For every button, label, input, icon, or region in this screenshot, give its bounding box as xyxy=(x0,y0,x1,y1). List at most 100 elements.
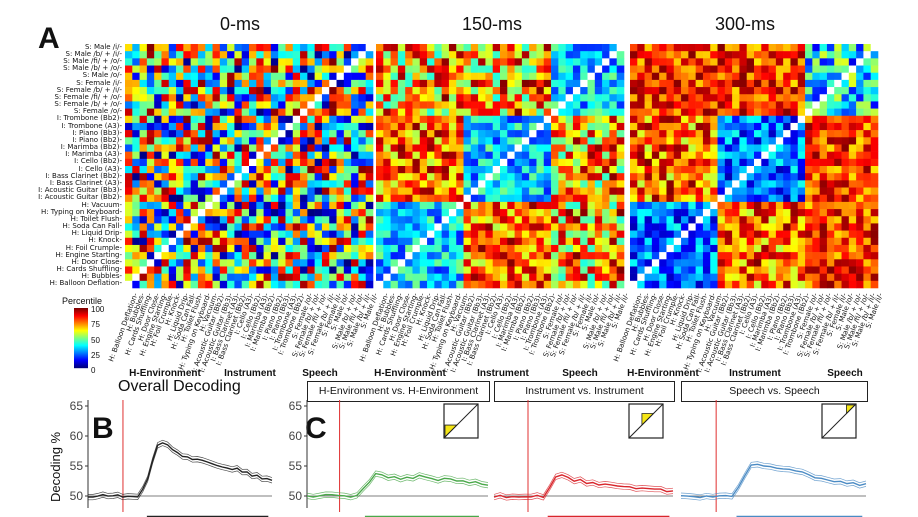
heatmap-cell xyxy=(249,65,257,74)
heatmap-cell xyxy=(783,230,791,239)
heatmap-cell xyxy=(594,87,603,95)
heatmap-cell xyxy=(644,194,653,203)
y-tick-label: S: Female /b/ + /o/- xyxy=(54,100,122,108)
heatmap-cell xyxy=(183,44,191,52)
heatmap-cell xyxy=(176,137,184,145)
heatmap-cell xyxy=(307,87,315,95)
heatmap-cell xyxy=(616,72,625,81)
heatmap-cell xyxy=(397,187,406,196)
heatmap-cell xyxy=(227,266,235,274)
heatmap-cell xyxy=(558,72,566,81)
heatmap-cell xyxy=(168,144,177,152)
heatmap-cell xyxy=(870,51,879,59)
y-tick-label: 60 xyxy=(289,429,303,443)
heatmap-cell xyxy=(565,58,574,66)
heatmap-cell xyxy=(132,151,140,160)
heatmap-cell xyxy=(390,108,399,117)
heatmap-cell xyxy=(651,51,660,59)
heatmap-cell xyxy=(314,65,323,74)
heatmap-cell xyxy=(176,273,184,282)
heatmap-cell xyxy=(383,151,391,160)
heatmap-cell xyxy=(630,187,638,196)
heatmap-cell xyxy=(637,72,645,81)
colorbar-segment xyxy=(74,314,88,316)
heatmap-cell xyxy=(863,58,871,66)
heatmap-cell xyxy=(376,130,384,138)
heatmap-cell xyxy=(292,180,301,188)
heatmap-cell xyxy=(383,79,391,88)
heatmap-cell xyxy=(805,166,813,174)
heatmap-cell xyxy=(343,252,352,260)
heatmap-cell xyxy=(746,115,755,124)
heatmap-cell xyxy=(456,44,464,52)
heatmap-cell xyxy=(270,201,279,210)
heatmap-cell xyxy=(783,280,791,289)
heatmap-cell xyxy=(376,252,384,260)
heatmap-cell xyxy=(412,65,421,74)
heatmap-cell xyxy=(485,216,493,224)
heatmap-cell xyxy=(659,209,667,217)
heatmap-cell xyxy=(161,273,170,282)
heatmap-cell xyxy=(397,230,406,239)
heatmap-cell xyxy=(219,201,228,210)
heatmap-cell xyxy=(529,44,537,52)
heatmap-cell xyxy=(681,209,689,217)
heatmap-cell xyxy=(651,180,660,188)
heatmap-cell xyxy=(448,280,457,289)
heatmap-cell xyxy=(205,201,213,210)
heatmap-cell xyxy=(717,266,726,274)
heatmap-cell xyxy=(314,108,323,117)
heatmap-cell xyxy=(132,72,140,81)
heatmap-cell xyxy=(594,280,603,289)
heatmap-cell xyxy=(558,51,566,59)
heatmap-cell xyxy=(161,266,170,274)
heatmap-cell xyxy=(132,187,140,196)
heatmap-cell xyxy=(405,201,413,210)
heatmap-cell xyxy=(300,237,308,246)
heatmap-cell xyxy=(637,151,645,160)
heatmap-cell xyxy=(154,266,162,274)
heatmap-cell xyxy=(351,244,359,253)
heatmap-cell xyxy=(797,180,806,188)
colorbar-segment xyxy=(74,355,88,357)
heatmap-cell xyxy=(500,209,508,217)
heatmap-cell xyxy=(754,230,762,239)
heatmap-cell xyxy=(470,252,479,260)
heatmap-cell xyxy=(197,280,206,289)
heatmap-cell xyxy=(397,237,406,246)
heatmap-cell xyxy=(812,216,820,224)
heatmap-cell xyxy=(234,137,242,145)
heatmap-cell xyxy=(856,223,864,231)
heatmap-cell xyxy=(351,108,359,117)
heatmap-cell xyxy=(673,130,682,138)
heatmap-cell xyxy=(485,266,493,274)
heatmap-cell xyxy=(536,122,545,131)
heatmap-cell xyxy=(848,79,857,88)
heatmap-cell xyxy=(695,173,704,181)
heatmap-cell xyxy=(666,252,675,260)
heatmap-cell xyxy=(775,72,784,81)
heatmap-cell xyxy=(841,101,850,109)
heatmap-cell xyxy=(358,108,366,117)
heatmap-cell xyxy=(681,158,689,167)
heatmap-cell xyxy=(572,194,581,203)
heatmap-cell xyxy=(659,122,667,131)
heatmap-cell xyxy=(651,94,660,102)
heatmap-cell xyxy=(219,237,228,246)
heatmap-cell xyxy=(587,187,596,196)
heatmap-cell xyxy=(695,79,704,88)
colorbar-segment xyxy=(74,358,88,360)
heatmap-cell xyxy=(412,180,421,188)
heatmap-cell xyxy=(405,244,413,253)
heatmap-cell xyxy=(507,115,515,124)
heatmap-cell xyxy=(376,209,384,217)
heatmap-cell xyxy=(812,137,820,145)
heatmap-cell xyxy=(841,173,850,181)
heatmap-cell xyxy=(572,252,581,260)
heatmap-cell xyxy=(234,151,242,160)
panel-c-label: C xyxy=(305,412,327,445)
heatmap-cell xyxy=(358,115,366,124)
heatmap-cell xyxy=(285,252,294,260)
heatmap-cell xyxy=(448,230,457,239)
heatmap-cell xyxy=(249,259,257,267)
